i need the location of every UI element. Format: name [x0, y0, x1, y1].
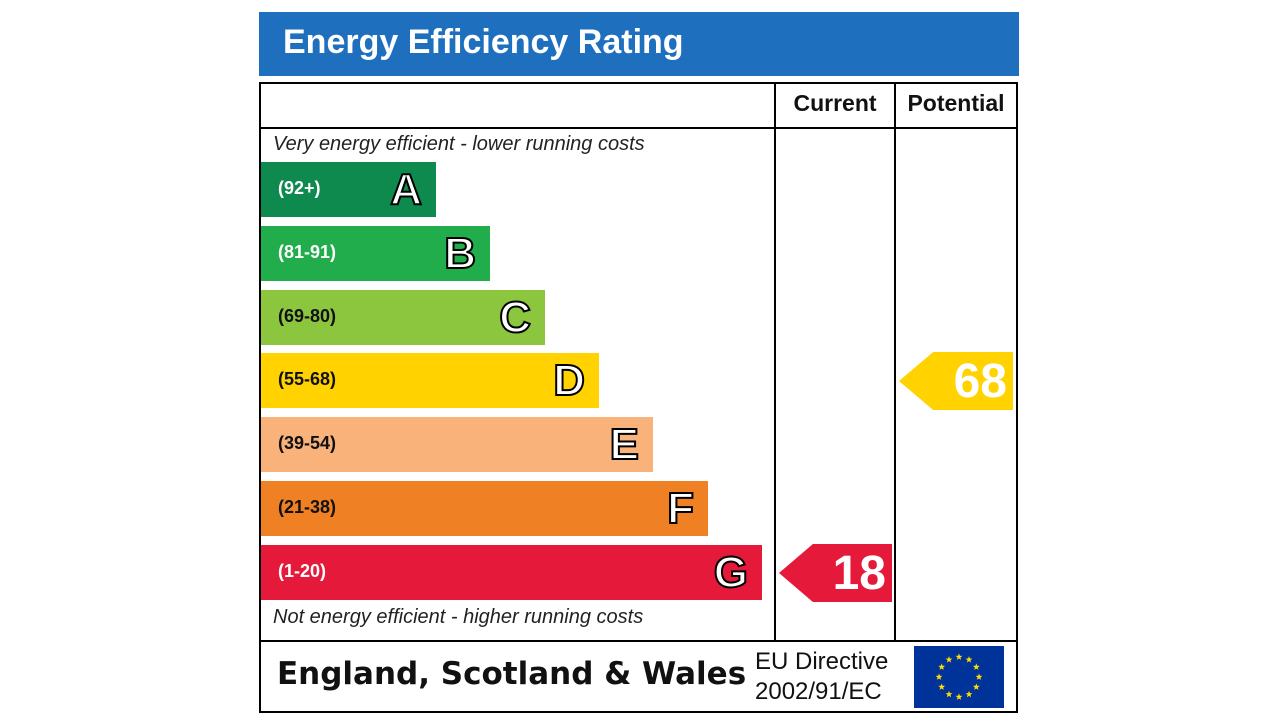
eu-star-icon — [938, 663, 946, 670]
band-letter: G — [713, 547, 749, 598]
eu-star-icon — [972, 663, 980, 670]
eu-star-icon — [955, 653, 963, 660]
potential-column-header: Potential — [907, 90, 1005, 116]
band-e: (39-54) E — [261, 417, 653, 472]
header-row-divider — [259, 127, 1018, 129]
eu-star-icon — [965, 656, 973, 663]
band-f: (21-38) F — [261, 481, 708, 536]
directive-line-2: 2002/91/EC — [755, 678, 882, 705]
eu-star-icon — [955, 693, 963, 700]
eu-flag-icon — [914, 646, 1004, 708]
band-letter: E — [609, 419, 640, 470]
band-range-label: (69-80) — [278, 306, 337, 326]
band-range-label: (55-68) — [278, 369, 337, 389]
band-range-label: (92+) — [278, 178, 321, 198]
eu-stars-icon — [935, 653, 983, 700]
eu-star-icon — [975, 673, 983, 680]
eu-star-icon — [938, 683, 946, 690]
band-letter: A — [389, 164, 423, 215]
band-letter: C — [498, 292, 532, 343]
bottom-note: Not energy efficient - higher running co… — [273, 606, 644, 628]
potential-rating-marker: 68 — [899, 352, 1013, 410]
eu-star-icon — [972, 683, 980, 690]
title-banner: Energy Efficiency Rating — [259, 12, 1019, 76]
band-c: (69-80) C — [261, 290, 545, 345]
band-range-label: (21-38) — [278, 497, 337, 517]
band-d: (55-68) D — [261, 353, 599, 408]
band-letter: B — [443, 228, 477, 279]
band-range-label: (39-54) — [278, 433, 337, 453]
band-letter: D — [552, 355, 586, 406]
column-divider-potential — [894, 82, 896, 642]
top-note: Very energy efficient - lower running co… — [273, 133, 645, 155]
directive-line-1: EU Directive — [755, 648, 889, 675]
band-range-label: (1-20) — [278, 561, 327, 581]
eu-star-icon — [945, 656, 953, 663]
eu-star-icon — [965, 690, 973, 698]
current-rating-marker-value: 18 — [832, 547, 886, 600]
band-a: (92+) A — [261, 162, 436, 217]
current-column-header: Current — [793, 90, 877, 116]
potential-rating-marker-value: 68 — [953, 355, 1007, 408]
footer-divider — [259, 640, 1018, 642]
region-label: England, Scotland & Wales — [277, 656, 747, 692]
band-b: (81-91) B — [261, 226, 490, 281]
eu-star-icon — [945, 690, 953, 698]
chart-title: Energy Efficiency Rating — [283, 23, 684, 61]
current-rating-marker: 18 — [779, 544, 892, 602]
band-g: (1-20) G — [261, 545, 762, 600]
column-divider-current — [774, 82, 776, 642]
chart-frame — [259, 82, 1018, 713]
eu-star-icon — [935, 673, 943, 680]
band-range-label: (81-91) — [278, 242, 337, 262]
band-letter: F — [666, 483, 695, 534]
